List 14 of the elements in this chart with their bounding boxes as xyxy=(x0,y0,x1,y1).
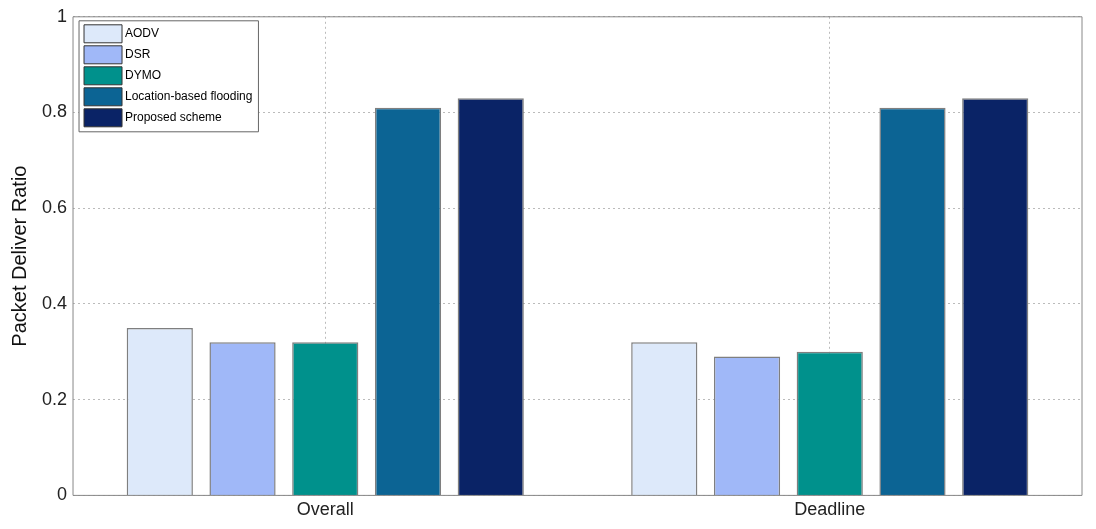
legend-label: DSR xyxy=(125,47,151,62)
y-axis-title: Packet Deliver Ratio xyxy=(7,165,30,347)
y-tick-label: 0.6 xyxy=(41,197,68,218)
legend-label: Proposed scheme xyxy=(125,110,223,125)
legend-label: DYMO xyxy=(125,68,162,83)
y-tick-label: 0 xyxy=(57,484,68,505)
y-tick-label: 0.4 xyxy=(41,292,68,313)
legend-label: Location-based flooding xyxy=(125,89,253,104)
y-tick-label: 1 xyxy=(57,5,68,26)
y-tick-label: 0.2 xyxy=(41,388,68,409)
y-tick-label: 0.8 xyxy=(41,101,68,122)
x-tick-label: Overall xyxy=(296,499,354,520)
x-tick-label: Deadline xyxy=(794,499,866,520)
legend-label: AODV xyxy=(125,26,160,41)
